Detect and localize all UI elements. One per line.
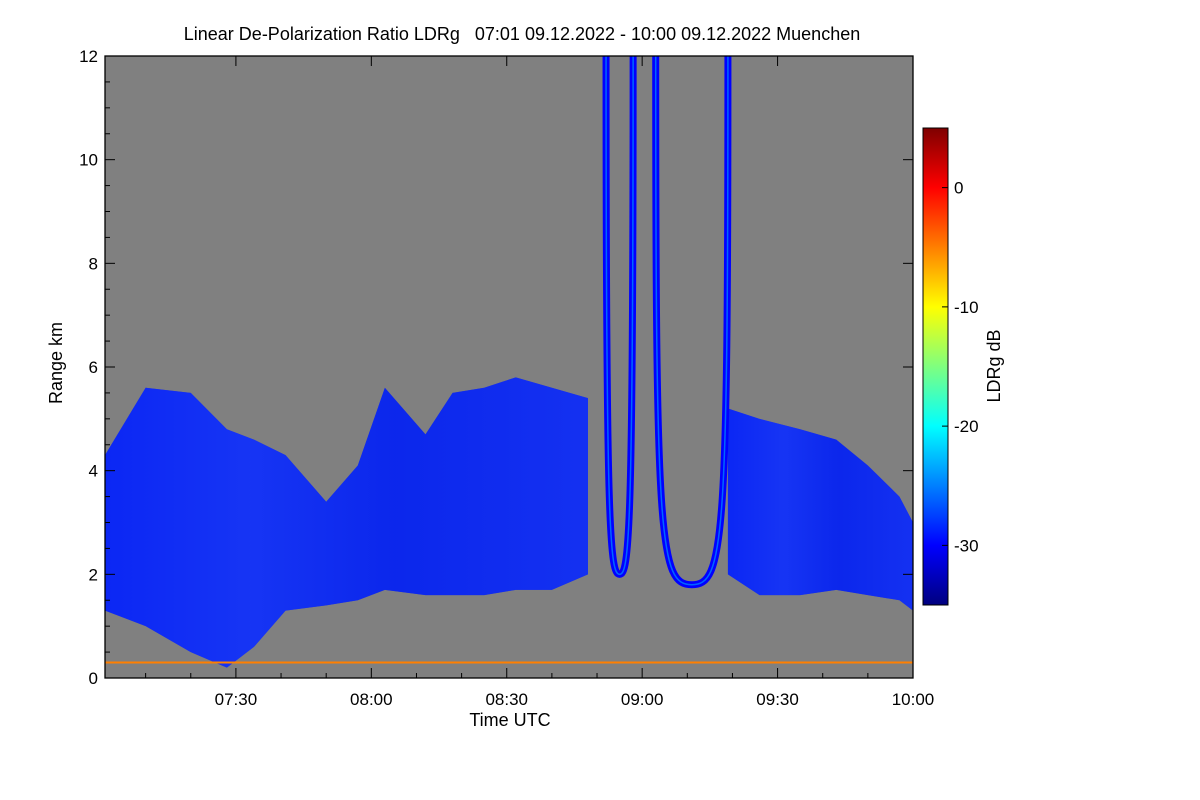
chart-title: Linear De-Polarization Ratio LDRg 07:01 …: [184, 24, 860, 44]
x-axis: 07:30 08:00 08:30 09:00 09:30 10:00: [145, 56, 935, 709]
colorbar-tick-label: -10: [954, 298, 979, 317]
y-tick-label: 0: [89, 669, 98, 688]
x-axis-label: Time UTC: [469, 710, 550, 730]
y-tick-label: 10: [79, 151, 98, 170]
x-tick-label: 10:00: [892, 690, 935, 709]
y-tick-label: 8: [89, 254, 98, 273]
plot-area: [105, 56, 913, 668]
y-tick-label: 6: [89, 358, 98, 377]
y-tick-label: 4: [89, 462, 98, 481]
colorbar-tick-label: -30: [954, 536, 979, 555]
y-tick-label: 2: [89, 565, 98, 584]
cloud-layer-2-shading: [727, 408, 913, 611]
colorbar-label: LDRg dB: [984, 329, 1004, 402]
x-tick-label: 07:30: [215, 690, 258, 709]
y-axis: 0 2 4 6 8 10 12: [79, 47, 913, 688]
colorbar-gradient: [922, 127, 949, 606]
contrail-arch-2-edge: [654, 56, 729, 586]
y-axis-label: Range km: [46, 322, 66, 404]
cloud-layer-1-shading: [105, 377, 588, 668]
colorbar-tick-label: 0: [954, 179, 963, 198]
x-tick-label: 08:00: [350, 690, 393, 709]
y-tick-label: 12: [79, 47, 98, 66]
colorbar-tick-label: -20: [954, 417, 979, 436]
x-tick-label: 09:30: [756, 690, 799, 709]
contrail-arch-1-edge: [605, 56, 634, 576]
x-tick-label: 09:00: [621, 690, 664, 709]
x-tick-label: 08:30: [485, 690, 528, 709]
colorbar: 0 -10 -20 -30: [922, 127, 979, 606]
